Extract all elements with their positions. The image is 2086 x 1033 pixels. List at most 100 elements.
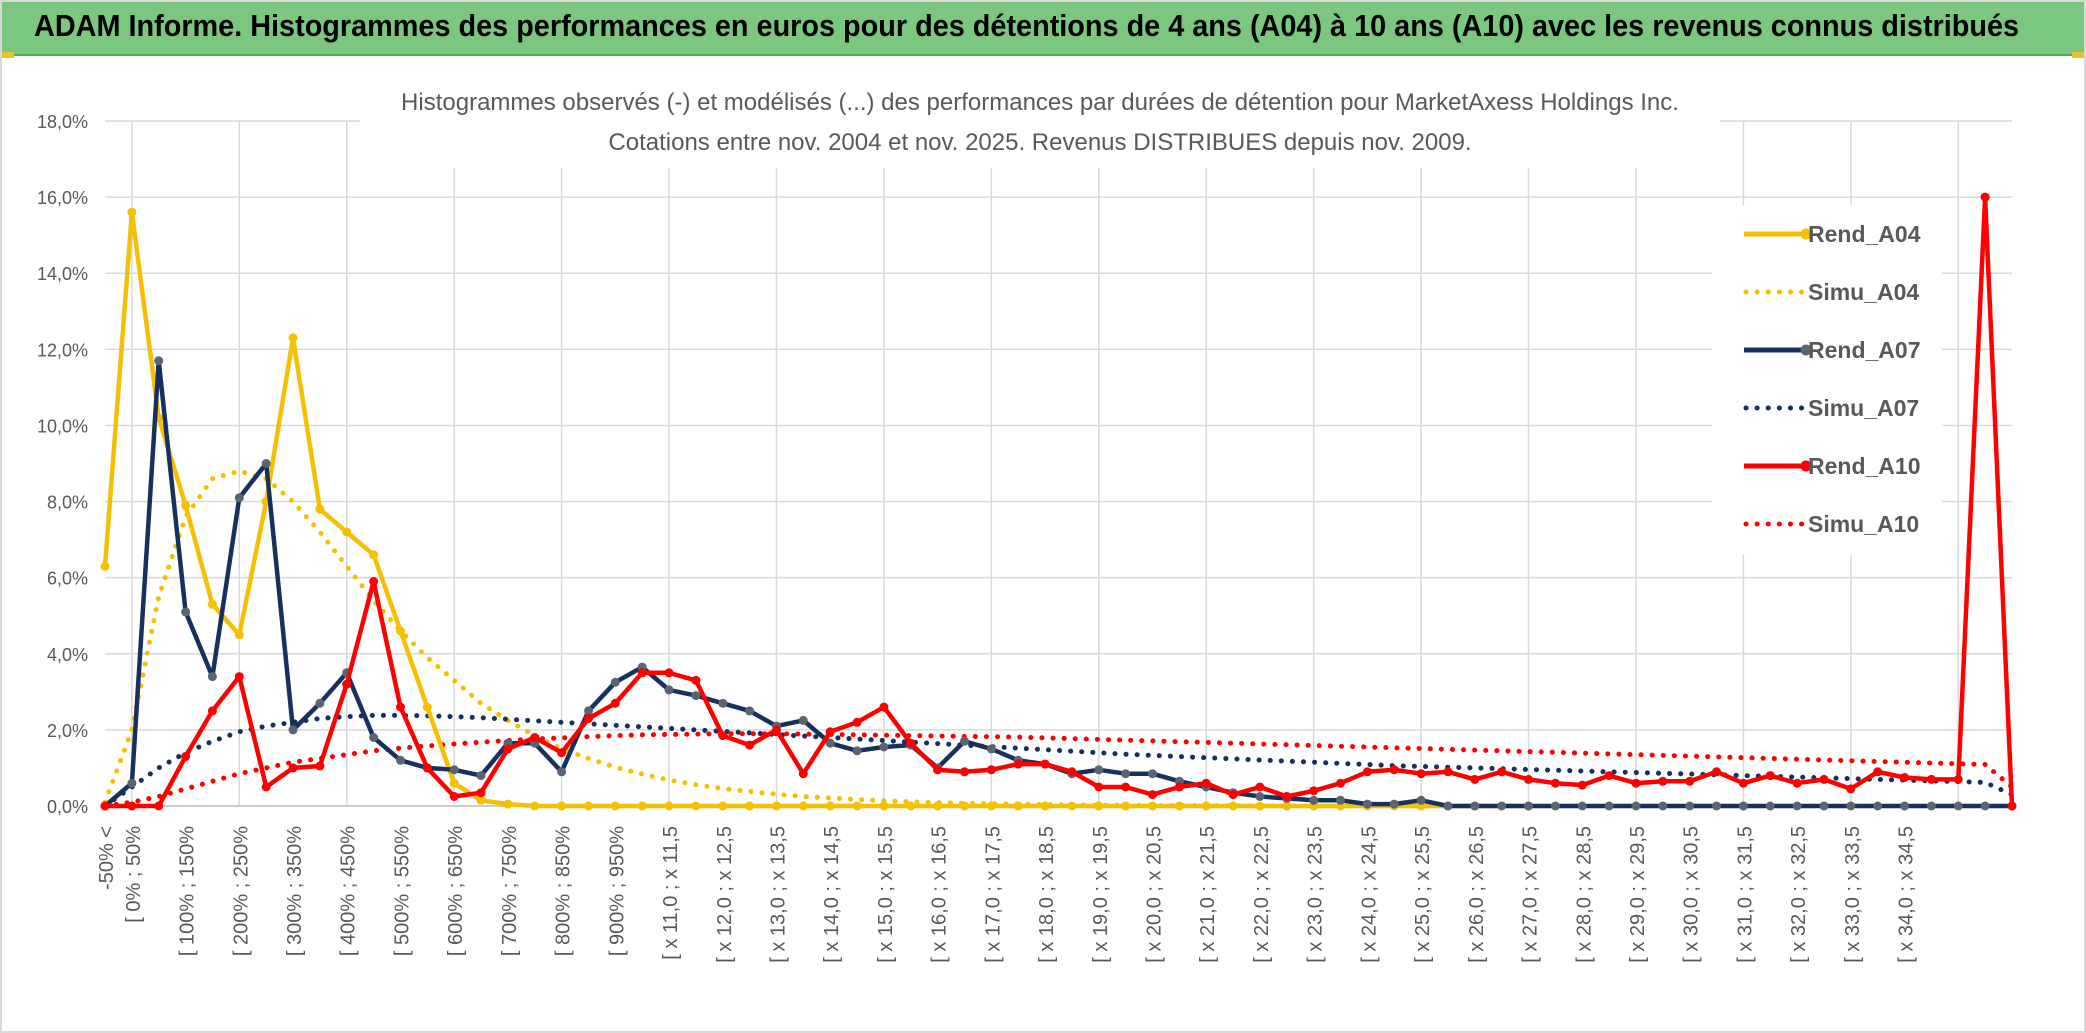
x-tick-label: [ x 31,0 ; x 31,5	[1734, 826, 1756, 963]
data-point	[1819, 801, 1829, 811]
data-point	[1282, 792, 1292, 801]
y-tick-label: 6,0%	[47, 569, 88, 589]
data-point	[1604, 801, 1614, 811]
x-tick-label: [ 400% ; 450%	[338, 826, 360, 956]
data-point	[234, 672, 244, 682]
corner-marker	[2072, 52, 2086, 58]
data-point	[772, 801, 781, 811]
x-tick-label: [ x 11,0 ; x 11,5	[660, 826, 682, 960]
data-point	[100, 801, 110, 811]
data-point	[960, 767, 969, 777]
legend-label: Simu_A07	[1808, 395, 1919, 421]
data-point	[127, 801, 137, 811]
data-point	[1094, 782, 1104, 792]
data-point	[718, 731, 728, 741]
data-point	[1228, 790, 1238, 800]
data-point	[1712, 767, 1721, 777]
data-point	[530, 801, 540, 811]
data-point	[154, 801, 164, 811]
y-tick-label: 14,0%	[37, 264, 88, 284]
data-point	[1309, 786, 1319, 796]
x-tick-label: [ x 16,0 ; x 16,5	[929, 826, 951, 963]
y-tick-label: 16,0%	[37, 188, 88, 208]
data-point	[1738, 778, 1748, 788]
data-point	[1067, 767, 1077, 777]
data-point	[1873, 801, 1883, 811]
data-point	[1121, 769, 1131, 779]
data-point	[369, 733, 379, 742]
data-point	[369, 550, 379, 560]
data-point	[1497, 801, 1507, 811]
data-point	[1685, 776, 1695, 786]
data-point	[1900, 773, 1910, 782]
x-tick-label: [ x 28,0 ; x 28,5	[1573, 826, 1595, 963]
data-point	[960, 801, 969, 811]
data-point	[1282, 801, 1292, 811]
data-point	[1362, 799, 1372, 809]
data-point	[1926, 774, 1936, 784]
data-point	[986, 765, 996, 775]
data-point	[422, 763, 432, 773]
data-point	[1792, 778, 1802, 788]
data-point	[691, 691, 701, 701]
y-tick-label: 10,0%	[37, 416, 88, 436]
legend-label: Simu_A04	[1808, 279, 1919, 305]
data-point	[1631, 778, 1641, 788]
x-tick-label: [ x 32,0 ; x 32,5	[1788, 826, 1810, 963]
data-point	[1550, 778, 1560, 788]
data-point	[1470, 801, 1480, 811]
legend-marker	[1800, 228, 1812, 240]
data-point	[906, 801, 916, 811]
chart-series	[100, 192, 2017, 811]
data-point	[1738, 801, 1748, 811]
series-line-simu-a07	[102, 712, 2015, 809]
data-point	[181, 500, 191, 510]
data-point	[503, 799, 513, 809]
data-point	[798, 715, 808, 725]
data-point	[772, 725, 781, 735]
data-point	[476, 788, 486, 798]
data-point	[1389, 765, 1399, 775]
x-tick-label: [ 900% ; 950%	[606, 826, 628, 956]
data-point	[1980, 801, 1990, 811]
x-tick-label: [ x 34,0 ; x 34,5	[1896, 826, 1918, 963]
data-point	[100, 561, 110, 571]
data-point	[986, 801, 996, 811]
x-tick-label: [ x 23,0 ; x 23,5	[1305, 826, 1327, 963]
data-point	[396, 626, 405, 636]
data-point	[718, 698, 728, 708]
x-tick-label: [ 0% ; 50%	[123, 826, 145, 923]
series-line-rend-a10	[105, 194, 2015, 809]
data-point	[1443, 801, 1453, 811]
legend-marker	[1800, 460, 1812, 472]
x-tick-label: [ 500% ; 550%	[391, 826, 413, 956]
x-tick-label: [ x 24,0 ; x 24,5	[1358, 826, 1380, 963]
data-point	[557, 767, 567, 777]
data-point	[1926, 801, 1936, 811]
data-point	[1819, 774, 1829, 784]
data-point	[1094, 765, 1104, 775]
data-point	[960, 736, 969, 746]
data-point	[1336, 778, 1345, 788]
data-point	[449, 765, 459, 775]
data-point	[1067, 801, 1077, 811]
x-tick-label: [ 300% ; 350%	[284, 826, 306, 956]
x-tick-label: [ x 17,0 ; x 17,5	[982, 826, 1004, 963]
data-point	[449, 792, 459, 801]
x-tick-label: [ 800% ; 850%	[553, 826, 575, 956]
data-point	[879, 801, 889, 811]
y-tick-label: 18,0%	[37, 112, 88, 132]
x-tick-label: [ x 25,0 ; x 25,5	[1412, 826, 1434, 963]
data-point	[1765, 771, 1775, 781]
data-point	[1201, 801, 1211, 811]
x-tick-label: [ x 13,0 ; x 13,5	[767, 826, 789, 963]
data-point	[127, 207, 137, 217]
data-point	[1550, 801, 1560, 811]
data-point	[234, 630, 244, 640]
y-tick-label: 0,0%	[47, 797, 88, 817]
chart-subtitle: Cotations entre nov. 2004 et nov. 2025. …	[608, 129, 1471, 156]
legend-marker	[1800, 344, 1812, 356]
data-point	[906, 738, 916, 748]
data-point	[1577, 801, 1587, 811]
